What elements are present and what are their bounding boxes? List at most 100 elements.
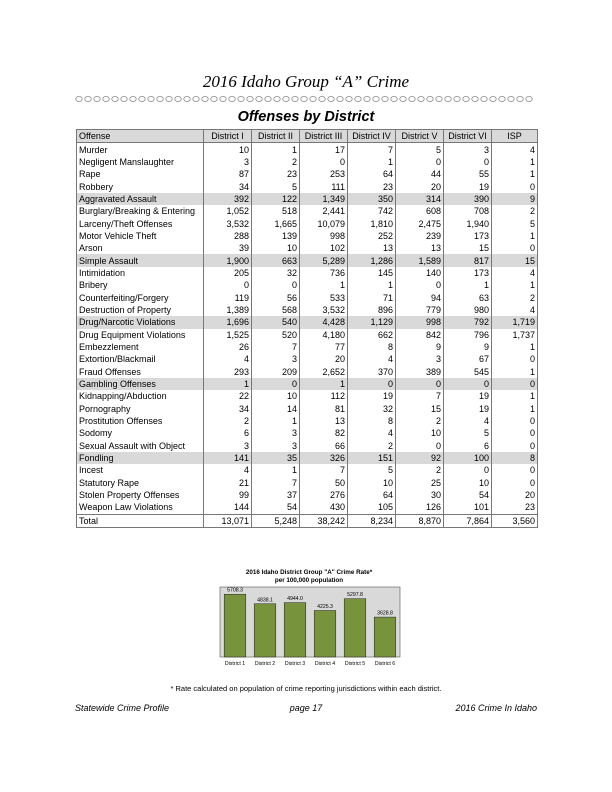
offense-count: 13 xyxy=(299,414,348,428)
offense-count: 708 xyxy=(443,205,492,218)
offense-count: 779 xyxy=(395,303,444,317)
table-row: Prostitution Offenses 2 1 13 8 2 4 0 xyxy=(76,414,538,428)
offense-count: 1 xyxy=(491,229,538,243)
offense-count: 21 xyxy=(203,476,252,489)
offense-count: 0 xyxy=(299,155,348,169)
offense-count: 3 xyxy=(443,142,492,156)
offense-count: 99 xyxy=(203,488,252,502)
offense-count: 81 xyxy=(299,402,348,415)
offense-count: 32 xyxy=(251,266,300,280)
column-header: District IV xyxy=(347,128,396,144)
offense-name: Incest xyxy=(76,464,204,477)
offense-count: 102 xyxy=(299,242,348,255)
offense-name: Statutory Rape xyxy=(76,476,204,489)
table-row: Stolen Property Offenses 99 37 276 64 30 54 20 xyxy=(76,488,538,502)
table-row: Kidnapping/Abduction 22 10 112 19 7 19 1 xyxy=(76,390,538,403)
offense-count: 7 xyxy=(299,464,348,477)
offense-count: 5 xyxy=(251,180,300,193)
offense-count: 112 xyxy=(299,390,348,403)
offense-count: 63 xyxy=(443,291,492,304)
offense-count: 1 xyxy=(299,377,348,391)
offense-count: 742 xyxy=(347,205,396,218)
offense-count: 3 xyxy=(203,155,252,169)
offense-count: 55 xyxy=(443,168,492,181)
offense-count: 17 xyxy=(299,142,348,156)
offense-count: 1 xyxy=(203,377,252,391)
offense-count: 1 xyxy=(299,279,348,292)
offense-count: 796 xyxy=(443,328,492,341)
offense-count: 1,525 xyxy=(203,328,252,341)
x-tick-label: District 1 xyxy=(225,661,245,667)
offense-count: 35 xyxy=(251,451,300,465)
offense-count: 3 xyxy=(395,353,444,366)
offense-count: 1 xyxy=(491,402,538,415)
offense-name: Arson xyxy=(76,242,204,255)
chart-bar xyxy=(283,602,307,658)
offense-count: 3,532 xyxy=(203,217,252,230)
bar-value-label: 3628.8 xyxy=(377,611,393,617)
offense-count: 4,180 xyxy=(299,328,348,341)
offense-count: 288 xyxy=(203,229,252,243)
offense-count: 0 xyxy=(395,377,444,391)
page-title: 2016 Idaho Group “A” Crime xyxy=(202,72,410,91)
offense-name: Sexual Assault with Object xyxy=(76,439,204,452)
offense-count: 50 xyxy=(299,476,348,489)
column-header: District VI xyxy=(443,128,492,144)
offense-count: 4 xyxy=(491,303,538,317)
bar-value-label: 4838.1 xyxy=(257,597,273,603)
offense-count: 7 xyxy=(347,142,396,156)
offense-count: 205 xyxy=(203,266,252,280)
offense-count: 4 xyxy=(491,266,538,280)
offense-count: 4 xyxy=(491,142,538,156)
offense-name: Simple Assault xyxy=(76,254,204,267)
offense-count: 1 xyxy=(251,464,300,477)
offense-count: 2 xyxy=(395,414,444,428)
offense-count: 0 xyxy=(251,279,300,292)
offense-count: 9 xyxy=(395,340,444,354)
column-header: District II xyxy=(251,128,300,144)
table-row: Sodomy 6 3 82 4 10 5 0 xyxy=(76,427,538,440)
offense-count: 64 xyxy=(347,488,396,502)
offense-count: 77 xyxy=(299,340,348,354)
offense-name: Extortion/Blackmail xyxy=(76,353,204,366)
offense-count: 3 xyxy=(251,353,300,366)
offense-count: 0 xyxy=(491,414,538,428)
offense-count: 4,428 xyxy=(299,316,348,329)
offense-name: Rape xyxy=(76,168,204,181)
offense-count: 19 xyxy=(347,390,396,403)
offense-count: 20 xyxy=(395,180,444,193)
offense-count: 350 xyxy=(347,192,396,206)
column-header: Offense xyxy=(76,128,204,144)
offense-count: 5 xyxy=(347,464,396,477)
offense-count: 82 xyxy=(299,427,348,440)
offense-count: 736 xyxy=(299,266,348,280)
offense-count: 0 xyxy=(491,427,538,440)
offense-name: Gambling Offenses xyxy=(76,377,204,391)
offense-name: Murder xyxy=(76,142,204,156)
offense-count: 8 xyxy=(347,340,396,354)
offense-count: 980 xyxy=(443,303,492,317)
table-row: Fondling 141 35 326 151 92 100 8 xyxy=(76,451,538,465)
offense-count: 6 xyxy=(203,427,252,440)
total-count: 8,234 xyxy=(347,513,396,529)
offense-count: 817 xyxy=(443,254,492,267)
offense-count: 4 xyxy=(203,464,252,477)
offense-count: 10 xyxy=(443,476,492,489)
chart-bar xyxy=(313,610,337,658)
table-row: Arson 39 10 102 13 13 15 0 xyxy=(76,242,538,255)
chart-bar xyxy=(253,603,277,658)
offense-count: 1 xyxy=(491,279,538,292)
x-tick-label: District 2 xyxy=(255,661,275,667)
offense-count: 1 xyxy=(347,279,396,292)
offense-count: 2,475 xyxy=(395,217,444,230)
offense-count: 3 xyxy=(251,427,300,440)
offense-count: 5 xyxy=(491,217,538,230)
offense-name: Counterfeiting/Forgery xyxy=(76,291,204,304)
offense-count: 64 xyxy=(347,168,396,181)
offense-count: 37 xyxy=(251,488,300,502)
offense-count: 520 xyxy=(251,328,300,341)
offense-count: 4 xyxy=(347,353,396,366)
offense-count: 22 xyxy=(203,390,252,403)
chart-bar xyxy=(343,598,367,658)
offense-count: 0 xyxy=(443,155,492,169)
